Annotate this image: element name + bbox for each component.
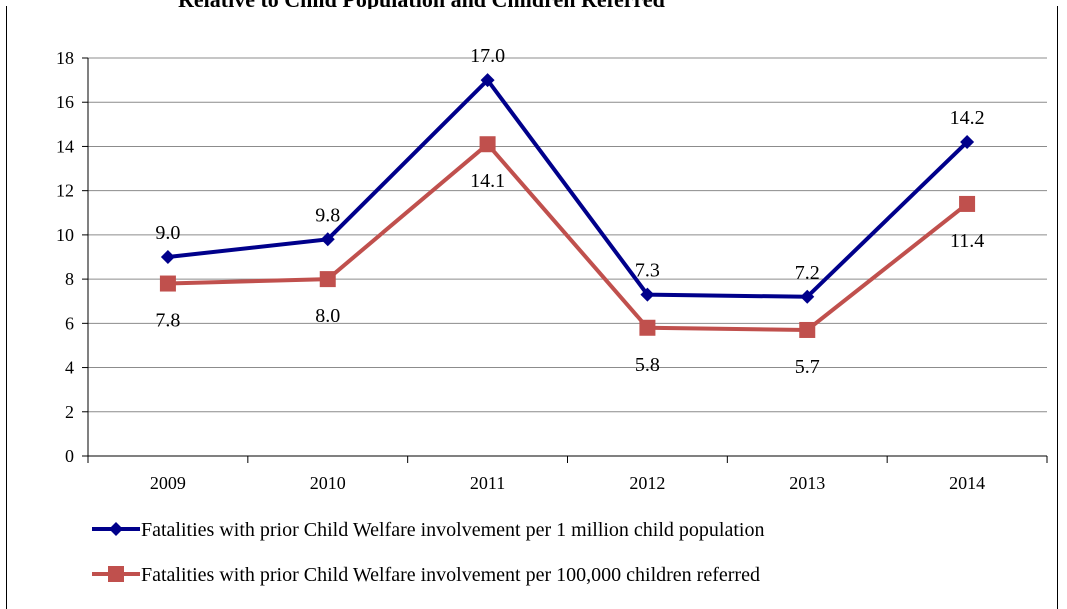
chart-frame	[6, 6, 1058, 609]
series-lines	[159, 73, 976, 338]
x-tick-label-2014: 2014	[949, 473, 985, 493]
y-tick-label: 6	[65, 313, 74, 333]
x-tick-label-2013: 2013	[789, 473, 825, 493]
series-2-data-label-2010: 8.0	[315, 305, 340, 327]
series-1-data-label-2012: 7.3	[635, 260, 660, 282]
series-1-point-2009	[160, 250, 175, 264]
legend-label-2: Fatalities with prior Child Welfare invo…	[141, 564, 760, 586]
series-2-point-2012	[639, 319, 656, 336]
series-2-point-2014	[959, 195, 976, 212]
series-1-point-2010	[320, 232, 335, 247]
chart-title-text: Relative to Child Population and Childre…	[178, 0, 665, 9]
legend-marker-2	[108, 566, 124, 582]
axes: 0 2 4 6 8 10 12 14 16 18 2009 2010 2011 2012 2013 2014	[56, 48, 1048, 493]
y-tick-label: 0	[65, 446, 74, 466]
y-tick-label: 8	[65, 269, 74, 289]
x-tick-label-2009: 2009	[150, 473, 186, 493]
series-2-data-label-2012: 5.8	[635, 354, 660, 376]
series-1-point-2013	[800, 289, 815, 304]
series-1-data-label-2011: 17.0	[470, 45, 505, 67]
y-tick-label: 18	[56, 48, 74, 68]
series-1-data-label-2014: 14.2	[950, 107, 985, 129]
x-tick-label-2011: 2011	[470, 473, 505, 493]
legend-marker-1	[109, 522, 123, 536]
series-1-data-label-2009: 9.0	[155, 222, 180, 244]
x-tick-label-2012: 2012	[629, 473, 665, 493]
y-tick-label: 14	[56, 136, 74, 156]
series-1-data-label-2013: 7.2	[795, 262, 820, 284]
series-2-data-label-2014: 11.4	[950, 230, 984, 252]
legend-label-1: Fatalities with prior Child Welfare invo…	[141, 519, 764, 541]
chart-title-fragment: Relative to Child Population and Childre…	[0, 0, 1067, 9]
x-tick-label-2010: 2010	[310, 473, 346, 493]
series-2-point-2011	[479, 136, 496, 153]
series-2-data-label-2013: 5.7	[795, 356, 820, 378]
data-labels: 9.0 9.8 17.0 7.3 7.2 14.2 7.8 8.0 14.1 5.8 5.7 11.4	[155, 45, 984, 378]
series-1-point-2011	[480, 73, 495, 88]
series-line-2	[167, 141, 969, 332]
y-tick-label: 2	[65, 402, 74, 422]
y-tick-label: 10	[56, 225, 74, 245]
series-line-1	[167, 77, 969, 299]
series-2-point-2013	[799, 321, 816, 338]
y-tick-label: 16	[56, 92, 74, 112]
y-tick-label: 4	[65, 358, 74, 378]
series-2-point-2010	[319, 271, 336, 288]
series-2-point-2009	[159, 275, 176, 292]
series-1-data-label-2010: 9.8	[315, 204, 340, 226]
series-2-data-label-2011: 14.1	[470, 170, 505, 192]
series-2-data-label-2009: 7.8	[155, 310, 180, 332]
legend: Fatalities with prior Child Welfare invo…	[92, 519, 764, 586]
series-1-point-2012	[640, 287, 655, 302]
series-1-point-2014	[960, 135, 975, 150]
y-tick-label: 12	[56, 181, 74, 201]
